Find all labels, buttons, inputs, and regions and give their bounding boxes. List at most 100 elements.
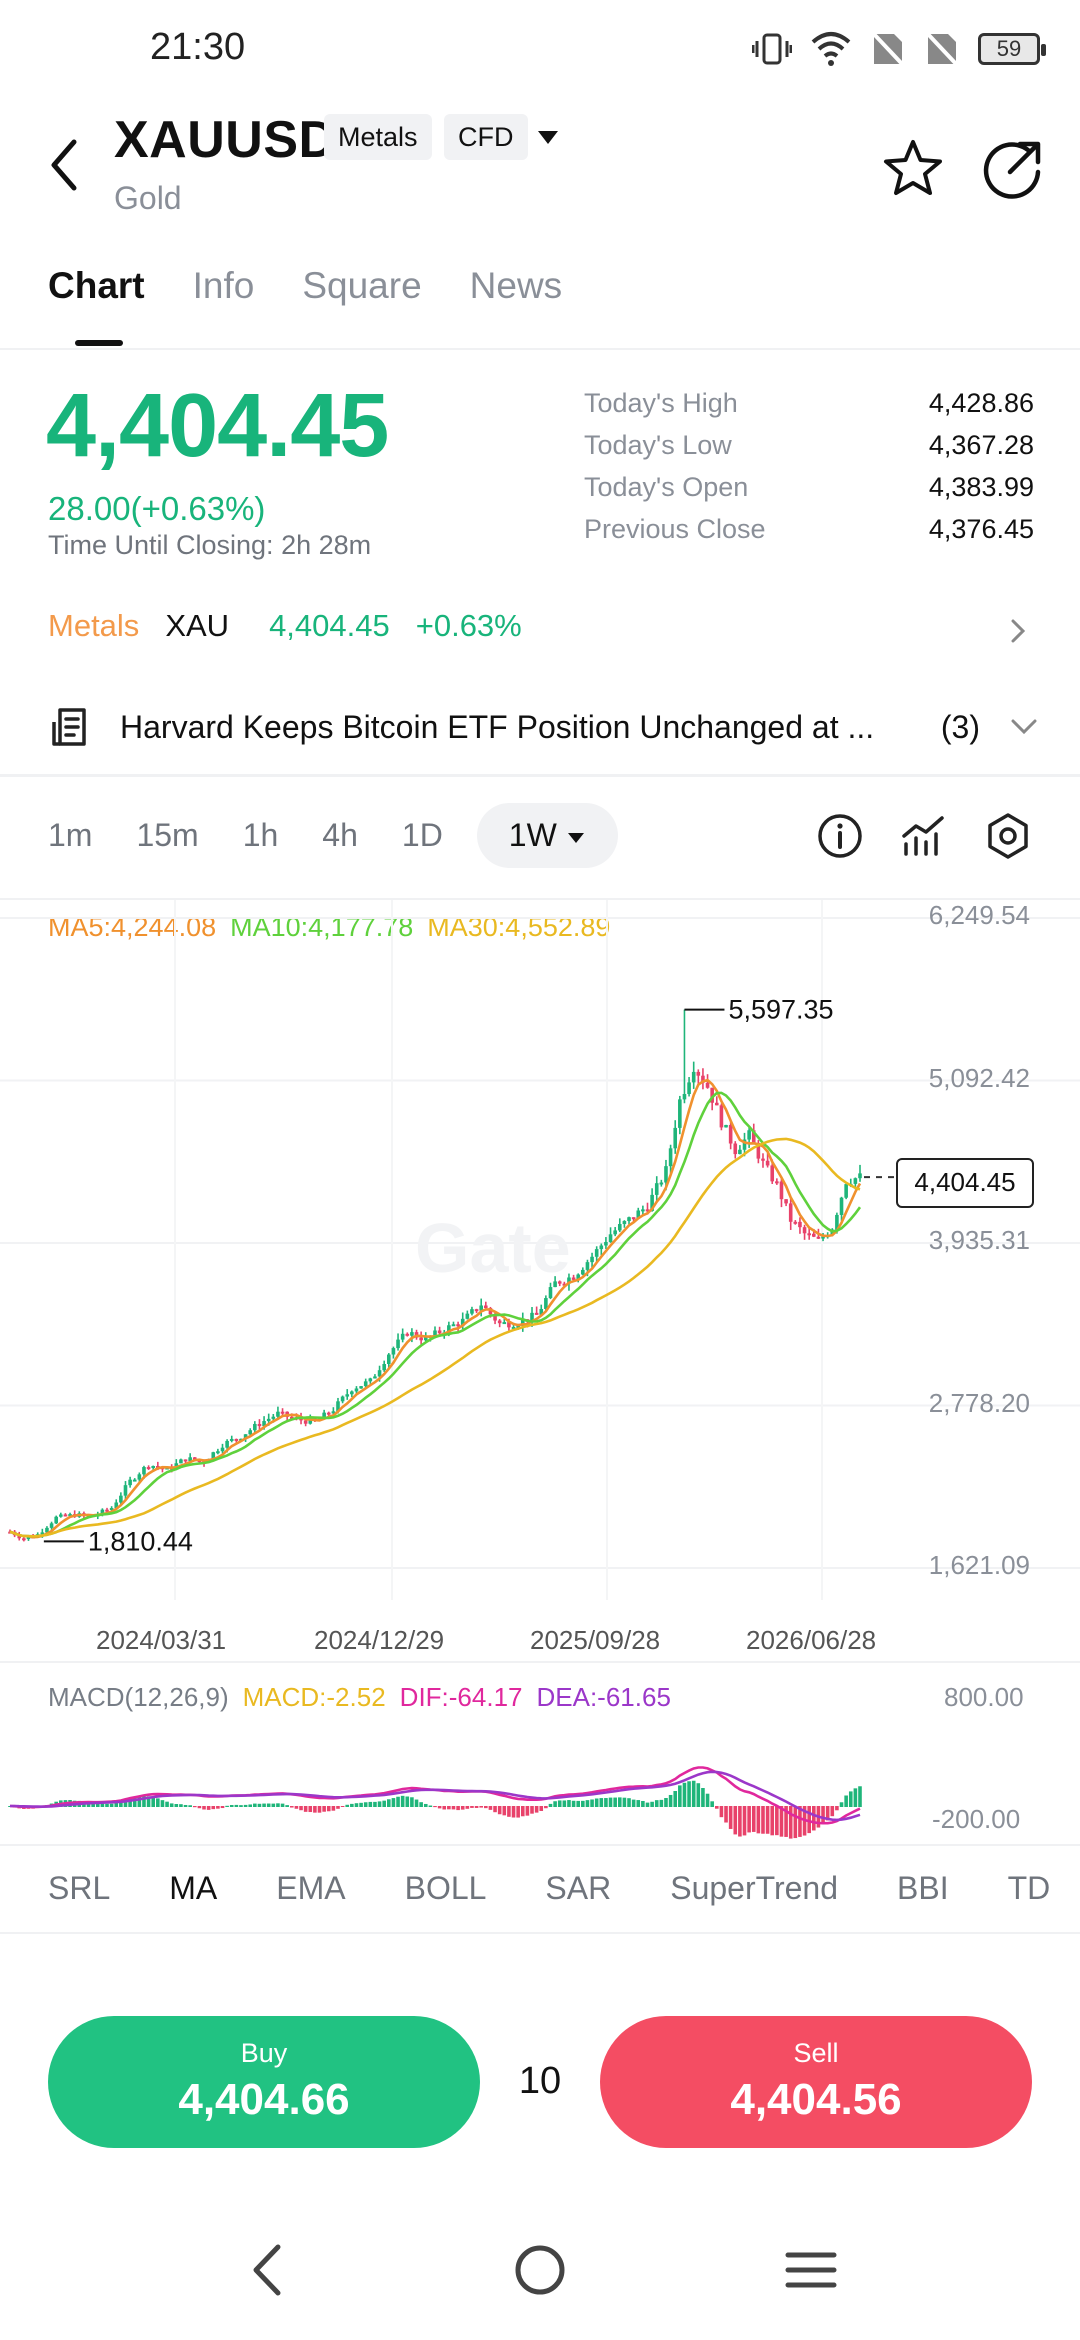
candle-body xyxy=(234,1438,239,1441)
candle-body xyxy=(585,1262,590,1270)
candle-body xyxy=(128,1479,132,1486)
news-ticker[interactable]: Harvard Keeps Bitcoin ETF Position Uncha… xyxy=(48,702,1038,752)
candle-body xyxy=(557,1281,562,1284)
dea-line xyxy=(10,1770,861,1822)
candle-body xyxy=(604,1241,608,1246)
candle-body xyxy=(659,1182,664,1185)
divider xyxy=(0,1932,1080,1934)
sell-button[interactable]: Sell 4,404.56 xyxy=(600,2016,1032,2148)
price-change: 28.00(+0.63%) xyxy=(48,490,266,527)
ma10-line xyxy=(9,1091,862,1538)
nav-menu-icon[interactable] xyxy=(776,2235,846,2305)
tab-news[interactable]: News xyxy=(469,265,563,306)
status-time: 21:30 xyxy=(150,26,246,68)
divider xyxy=(0,1844,1080,1846)
settings-hexagon-icon[interactable] xyxy=(980,808,1036,864)
y-tick-label: 1,621.09 xyxy=(928,1550,1030,1580)
macd-chart[interactable] xyxy=(0,1720,1080,1840)
candle-body xyxy=(594,1249,599,1257)
stat-value: 4,367.28 xyxy=(928,430,1034,460)
indicator-ema[interactable]: EMA xyxy=(276,1870,346,1906)
chevron-down-icon[interactable] xyxy=(536,128,560,148)
candle-body xyxy=(751,1130,756,1144)
interval-1w-label: 1W xyxy=(508,816,557,853)
interval-4h[interactable]: 4h xyxy=(322,816,358,853)
candle-body xyxy=(197,1460,202,1463)
candle-body xyxy=(511,1326,516,1329)
candle-body xyxy=(682,1093,687,1100)
candle-body xyxy=(289,1416,294,1419)
stat-row: Previous Close 4,376.45 xyxy=(584,514,1034,556)
vibrate-icon xyxy=(752,33,792,65)
tab-square[interactable]: Square xyxy=(302,265,422,306)
candle-body xyxy=(151,1465,156,1468)
macd-params-label: MACD(12,26,9) xyxy=(48,1682,229,1712)
interval-15m[interactable]: 15m xyxy=(136,816,199,853)
divider xyxy=(0,898,1080,900)
divider xyxy=(0,774,1080,777)
indicator-sar[interactable]: SAR xyxy=(545,1870,612,1906)
candle-body xyxy=(844,1184,848,1198)
quantity-value[interactable]: 10 xyxy=(518,2060,562,2102)
candle-body xyxy=(488,1308,493,1315)
closing-label: Time Until Closing: xyxy=(48,530,274,560)
indicator-boll[interactable]: BOLL xyxy=(404,1870,487,1906)
candle-body xyxy=(839,1197,844,1215)
indicator-srl[interactable]: SRL xyxy=(48,1870,111,1906)
share-icon[interactable] xyxy=(980,136,1046,202)
candle-body xyxy=(54,1516,58,1524)
candle-body xyxy=(636,1210,641,1219)
candle-body xyxy=(114,1502,119,1509)
candle-body xyxy=(608,1234,613,1242)
candle-body xyxy=(49,1523,54,1528)
nav-back-icon[interactable] xyxy=(234,2235,304,2305)
nav-home-icon[interactable] xyxy=(505,2235,575,2305)
contract-type-dropdown[interactable]: CFD xyxy=(444,114,528,160)
favorite-star-icon[interactable] xyxy=(880,136,946,202)
candle-body xyxy=(631,1217,636,1220)
macd-legend: MACD(12,26,9) MACD:-2.52 DIF:-64.17 DEA:… xyxy=(48,1682,671,1713)
sector-row[interactable]: Metals XAU 4,404.45 +0.63% xyxy=(48,608,522,644)
candle-body xyxy=(368,1378,373,1382)
stat-row: Today's Low 4,367.28 xyxy=(584,430,1034,472)
candle-body xyxy=(733,1143,738,1155)
interval-1m[interactable]: 1m xyxy=(48,816,93,853)
indicator-chart-icon[interactable] xyxy=(896,808,952,864)
candle-body xyxy=(17,1535,22,1539)
interval-1h[interactable]: 1h xyxy=(242,816,279,853)
indicator-ma[interactable]: MA xyxy=(169,1870,218,1906)
back-arrow-icon[interactable] xyxy=(40,130,90,200)
candle-body xyxy=(507,1322,511,1328)
candle-body xyxy=(747,1130,751,1140)
chevron-down-icon[interactable] xyxy=(1010,717,1038,737)
caret-down-icon xyxy=(567,832,584,843)
interval-1d[interactable]: 1D xyxy=(401,816,443,853)
candle-body xyxy=(183,1459,188,1462)
candle-body xyxy=(678,1099,682,1128)
buy-button[interactable]: Buy 4,404.66 xyxy=(48,2016,480,2148)
candle-body xyxy=(322,1412,326,1419)
tab-info[interactable]: Info xyxy=(192,265,255,306)
info-icon[interactable] xyxy=(812,808,868,864)
interval-1w[interactable]: 1W xyxy=(476,802,618,868)
indicator-td[interactable]: TD xyxy=(1007,1870,1051,1906)
ma5-line xyxy=(9,1078,862,1539)
indicator-supertrend[interactable]: SuperTrend xyxy=(670,1870,839,1906)
sector-name: Metals xyxy=(48,608,140,643)
candle-body xyxy=(220,1447,225,1452)
y-tick-label: 2,778.20 xyxy=(928,1387,1030,1418)
candle-body xyxy=(617,1224,622,1231)
indicator-bbi[interactable]: BBI xyxy=(897,1870,949,1906)
tab-chart[interactable]: Chart xyxy=(48,265,145,306)
chevron-right-icon[interactable] xyxy=(1006,616,1030,646)
buy-label: Buy xyxy=(240,2038,288,2068)
current-price: 4,404.45 xyxy=(46,376,389,476)
candle-body xyxy=(812,1233,816,1237)
candle-body xyxy=(146,1467,151,1470)
price-chart[interactable]: Gate 5,597.35 1,810.44 xyxy=(0,900,1080,1640)
stat-value: 4,383.99 xyxy=(928,472,1034,502)
candle-body xyxy=(714,1102,719,1106)
candle-body xyxy=(40,1532,45,1535)
candle-body xyxy=(775,1181,779,1184)
candle-body xyxy=(687,1082,691,1094)
